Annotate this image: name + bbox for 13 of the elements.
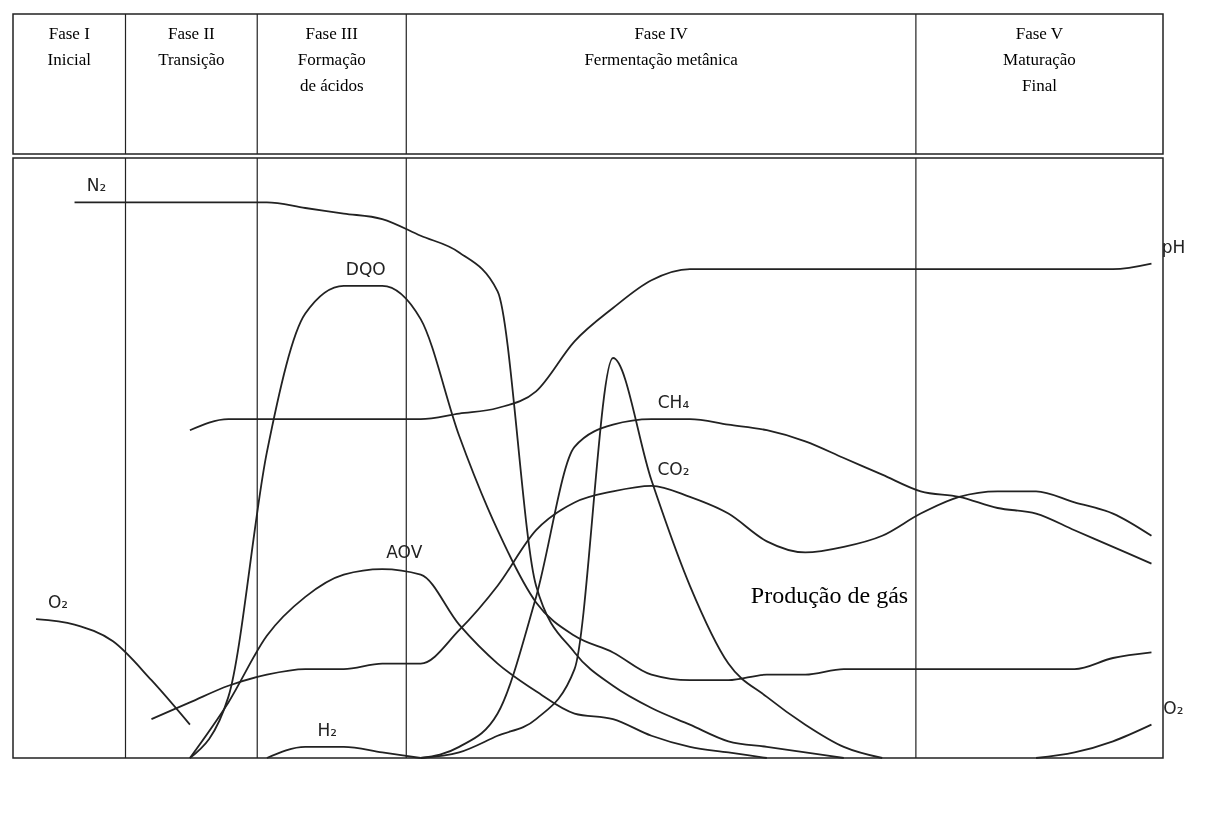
text: Fase IV Fermentação metânica — [584, 24, 739, 69]
series-label: O₂ — [1163, 697, 1184, 718]
series-label: O₂ — [47, 592, 69, 613]
series-label: H₂ — [317, 719, 338, 740]
text: Fase I Inicial — [47, 24, 92, 69]
series-label: DQO — [345, 258, 386, 279]
text: Fase II Transição — [158, 24, 225, 69]
series-label: CH₄ — [657, 392, 690, 413]
series-label: N₂ — [86, 175, 107, 196]
text: Fase III Formação de ácidos — [297, 24, 366, 95]
series-label: CO₂ — [657, 458, 690, 479]
text: Fase V Maturação Final — [1003, 24, 1076, 95]
annotation: Produção de gás — [750, 582, 909, 608]
